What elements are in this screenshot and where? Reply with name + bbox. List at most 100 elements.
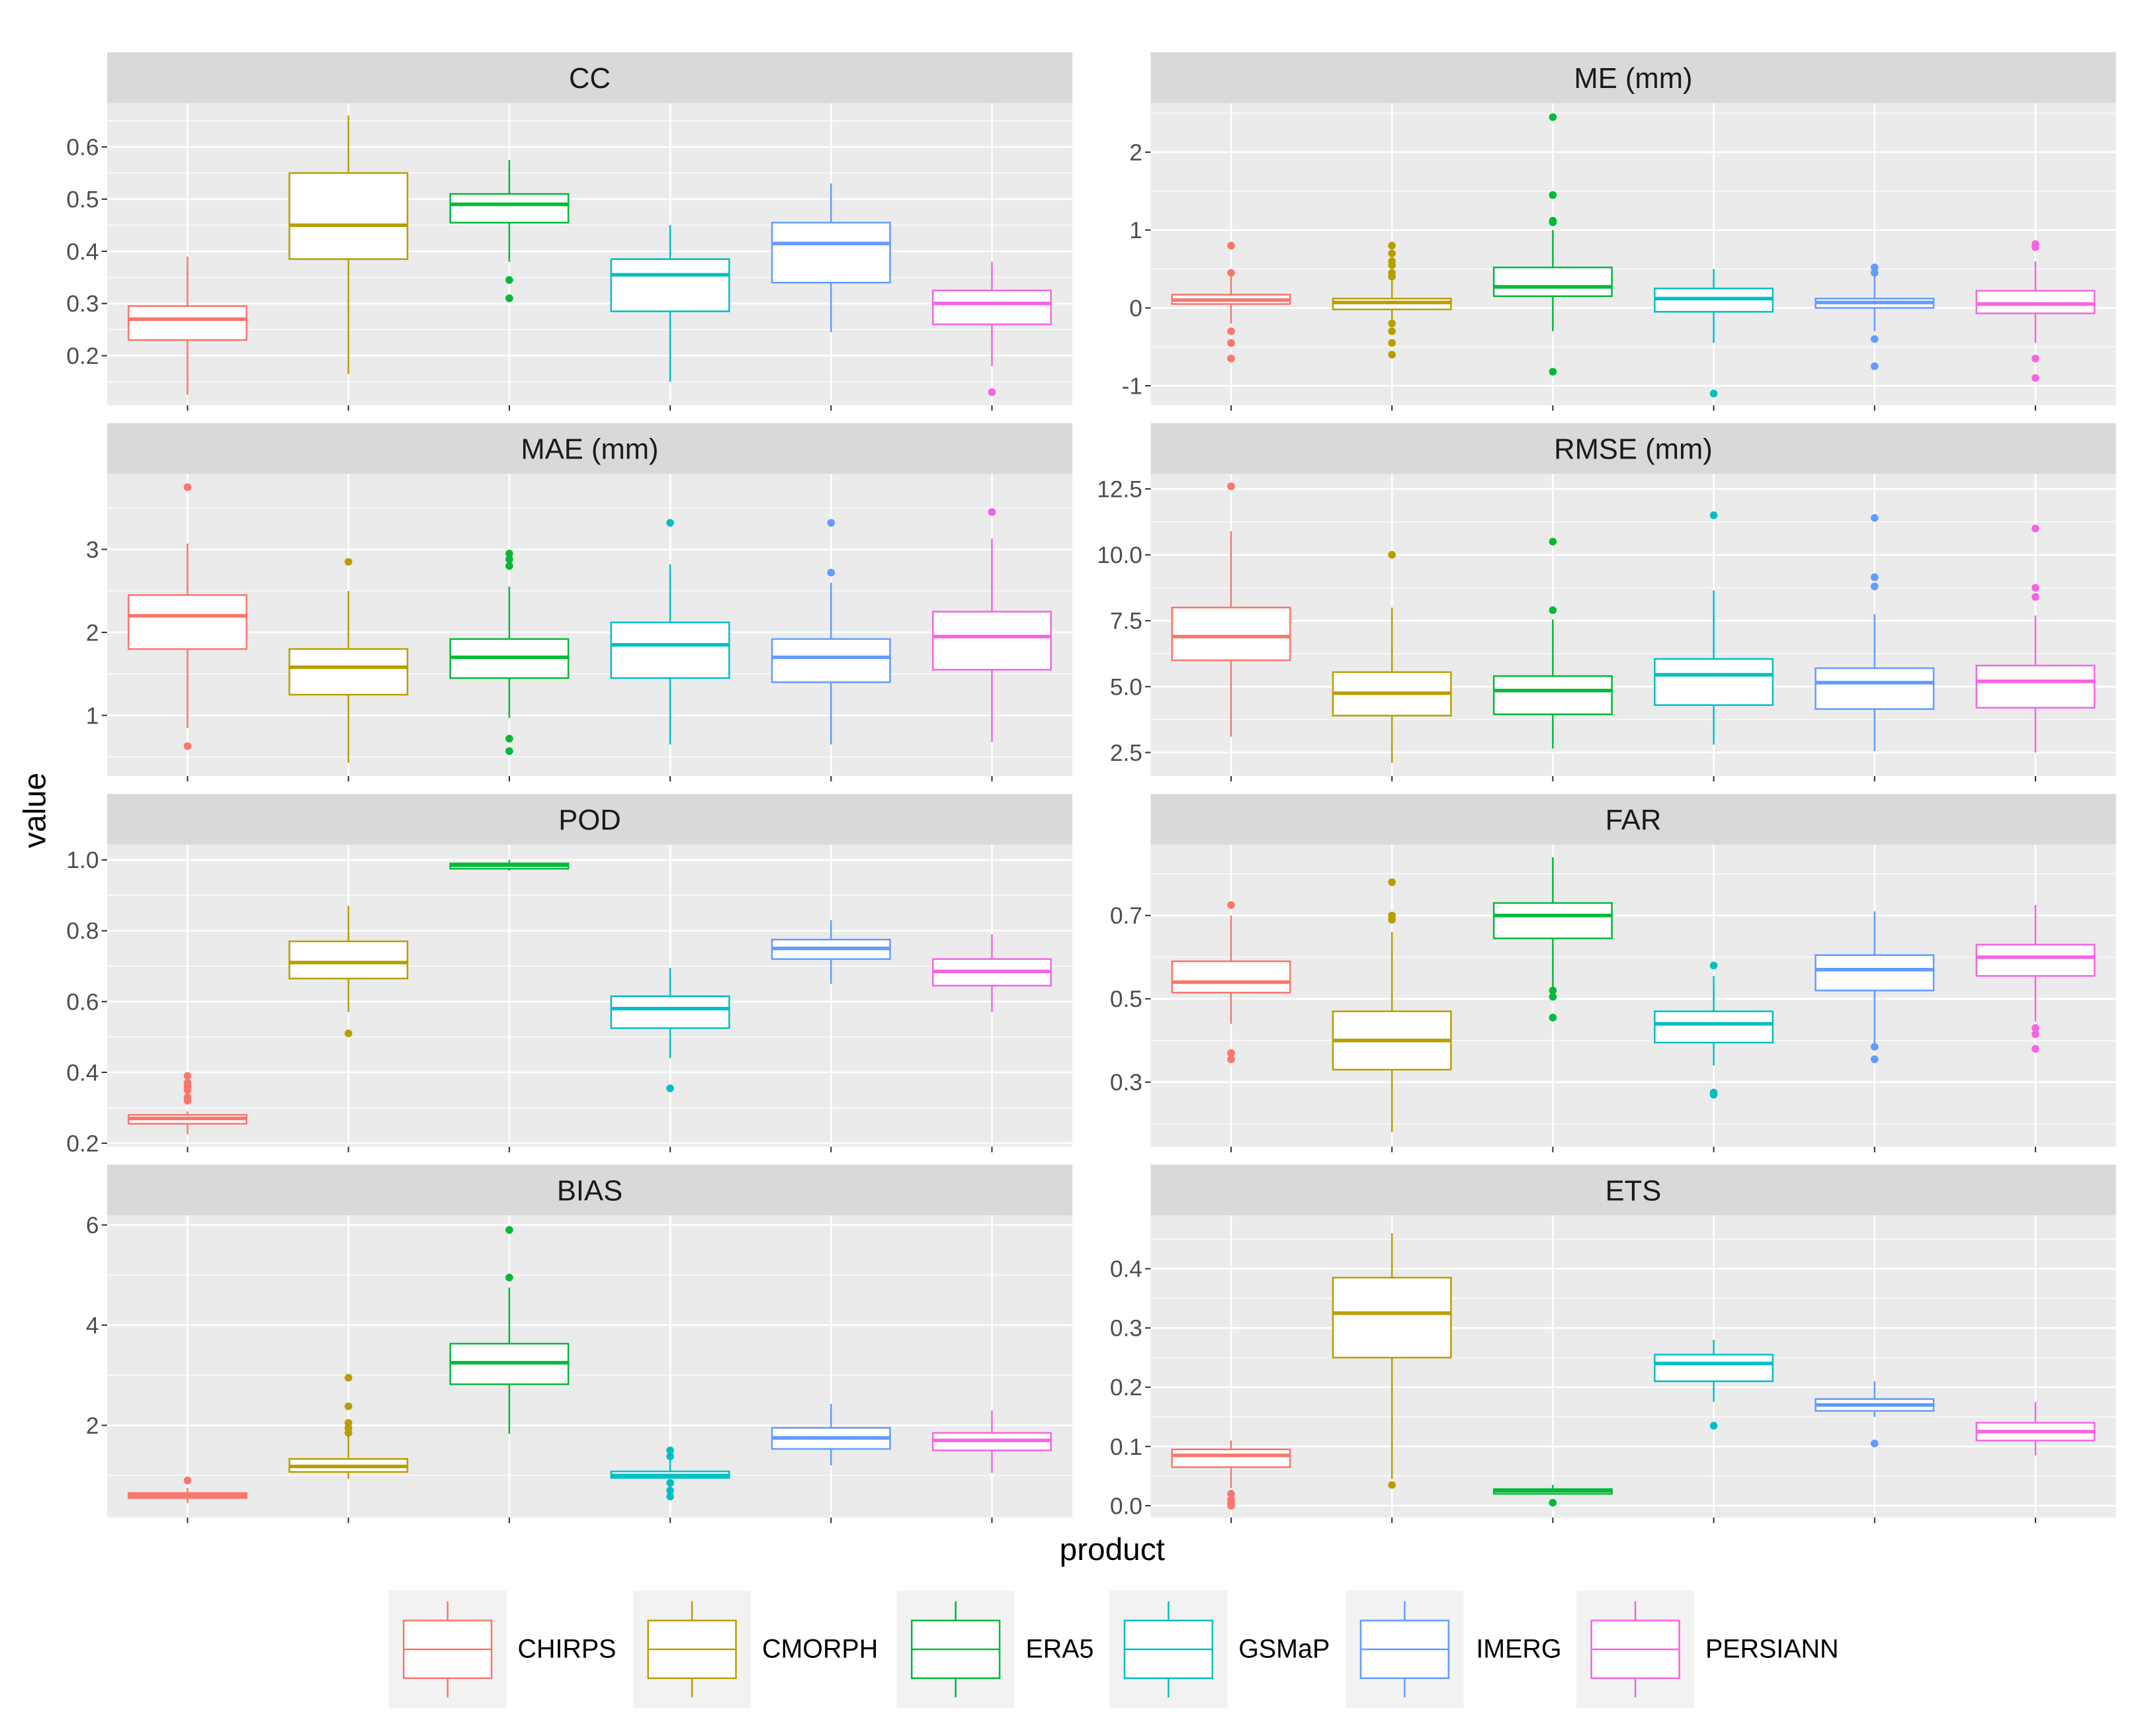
outlier-point bbox=[344, 558, 353, 566]
outlier-point bbox=[1388, 273, 1396, 281]
box-gsmap bbox=[610, 968, 730, 1092]
outlier-point bbox=[2032, 1030, 2039, 1039]
box-gsmap bbox=[1654, 511, 1774, 745]
outlier-point bbox=[1870, 335, 1879, 343]
outlier-point bbox=[1227, 1049, 1235, 1057]
iqr-box bbox=[288, 648, 409, 696]
outlier-point bbox=[1227, 901, 1235, 909]
outlier-point bbox=[344, 1402, 353, 1410]
y-tick-label: 0.8 bbox=[66, 918, 99, 944]
legend-item-gsmap: GSMaP bbox=[1109, 1590, 1330, 1709]
outlier-point bbox=[505, 1274, 513, 1281]
outlier-point bbox=[505, 734, 513, 743]
box-imerg bbox=[771, 1403, 891, 1466]
strip-background bbox=[1150, 793, 2116, 845]
outlier-point bbox=[1227, 1055, 1235, 1063]
box-cmorph bbox=[1332, 1233, 1452, 1489]
facet-panels: CC 0.2 0.3 0.4 0.5 0.6 ME (mm) -1 0 1 2 MAE (mm) 1 2 3… bbox=[66, 52, 2116, 1524]
outlier-point bbox=[1870, 1055, 1879, 1063]
iqr-box bbox=[1171, 960, 1291, 994]
y-tick-label: 0.4 bbox=[66, 1060, 99, 1086]
box-chirps bbox=[128, 483, 247, 750]
outlier-point bbox=[2032, 1045, 2039, 1053]
box-persiann bbox=[931, 508, 1052, 742]
outlier-point bbox=[1388, 327, 1396, 335]
outlier-point bbox=[666, 1479, 674, 1487]
iqr-box bbox=[1654, 658, 1774, 706]
y-tick-label: 3 bbox=[86, 537, 99, 563]
box-imerg bbox=[771, 920, 891, 984]
outlier-point bbox=[1227, 1490, 1235, 1498]
x-axis-label: product bbox=[1060, 1532, 1165, 1567]
iqr-box bbox=[128, 594, 247, 650]
facet-panel-bias: BIAS 2 4 6 bbox=[86, 1164, 1073, 1524]
y-tick-label: 0.4 bbox=[66, 239, 99, 265]
y-tick-label: 0.6 bbox=[66, 135, 99, 161]
outlier-point bbox=[988, 508, 996, 516]
y-tick-label: 1 bbox=[86, 703, 99, 729]
outlier-point bbox=[1549, 537, 1557, 546]
legend-label: GSMaP bbox=[1238, 1634, 1330, 1663]
legend: CHIRPS CMORPH ERA5 GSMaP IMERG PERSIANN bbox=[388, 1590, 1838, 1709]
iqr-box bbox=[610, 258, 730, 312]
iqr-box bbox=[1815, 954, 1935, 992]
outlier-point bbox=[1388, 339, 1396, 347]
y-tick-label: 0 bbox=[1129, 296, 1142, 322]
y-tick-label: 2 bbox=[1129, 140, 1142, 165]
y-tick-label: 1.0 bbox=[66, 847, 99, 873]
outlier-point bbox=[1870, 1043, 1879, 1051]
iqr-box bbox=[610, 621, 730, 679]
iqr-box bbox=[288, 940, 409, 980]
legend-item-chirps: CHIRPS bbox=[388, 1590, 616, 1709]
y-tick-label: 0.1 bbox=[1110, 1434, 1142, 1460]
box-chirps bbox=[1171, 1440, 1291, 1510]
box-era5 bbox=[449, 549, 570, 756]
outlier-point bbox=[666, 1487, 674, 1495]
y-tick-label: 2 bbox=[86, 620, 99, 646]
box-chirps bbox=[128, 256, 247, 395]
box-era5 bbox=[449, 1226, 570, 1434]
iqr-box bbox=[449, 193, 570, 224]
facet-panel-me: ME (mm) -1 0 1 2 bbox=[1122, 52, 2116, 411]
box-persiann bbox=[1975, 1402, 2096, 1455]
box-era5 bbox=[1492, 113, 1613, 376]
box-gsmap bbox=[610, 225, 730, 382]
legend-item-imerg: IMERG bbox=[1346, 1590, 1562, 1709]
y-tick-label: 6 bbox=[86, 1213, 99, 1238]
panel-background bbox=[1150, 474, 2116, 776]
facet-panel-mae: MAE (mm) 1 2 3 bbox=[86, 423, 1073, 782]
outlier-point bbox=[344, 1029, 353, 1037]
legend-item-persiann: PERSIANN bbox=[1576, 1590, 1838, 1709]
iqr-box bbox=[931, 289, 1052, 326]
outlier-point bbox=[1709, 1090, 1718, 1099]
box-gsmap bbox=[1654, 961, 1774, 1099]
outlier-point bbox=[1227, 482, 1235, 490]
y-tick-label: 0.3 bbox=[1110, 1316, 1142, 1342]
legend-label: CMORPH bbox=[762, 1634, 878, 1663]
box-chirps bbox=[1171, 241, 1291, 363]
panel-background bbox=[107, 844, 1073, 1147]
y-tick-label: 12.5 bbox=[1097, 476, 1142, 502]
outlier-point bbox=[1388, 241, 1396, 250]
outlier-point bbox=[666, 1452, 674, 1461]
outlier-point bbox=[183, 1476, 192, 1485]
box-gsmap bbox=[1654, 269, 1774, 398]
outlier-point bbox=[1549, 992, 1557, 1001]
iqr-box bbox=[771, 222, 891, 284]
panel-background bbox=[1150, 103, 2116, 406]
box-cmorph bbox=[288, 906, 409, 1037]
outlier-point bbox=[1870, 582, 1879, 591]
outlier-point bbox=[183, 1096, 192, 1105]
y-tick-label: 0.2 bbox=[66, 1131, 99, 1156]
outlier-point bbox=[505, 1226, 513, 1234]
y-tick-label: 0.5 bbox=[66, 187, 99, 212]
box-persiann bbox=[1975, 905, 2096, 1053]
outlier-point bbox=[183, 1086, 192, 1094]
outlier-point bbox=[1227, 339, 1235, 347]
legend-label: ERA5 bbox=[1026, 1634, 1094, 1663]
panel-title: BIAS bbox=[557, 1175, 622, 1207]
strip-background bbox=[1150, 52, 2116, 103]
box-era5 bbox=[1492, 1485, 1613, 1507]
box-persiann bbox=[931, 1410, 1052, 1473]
y-tick-label: 2.5 bbox=[1110, 740, 1142, 766]
